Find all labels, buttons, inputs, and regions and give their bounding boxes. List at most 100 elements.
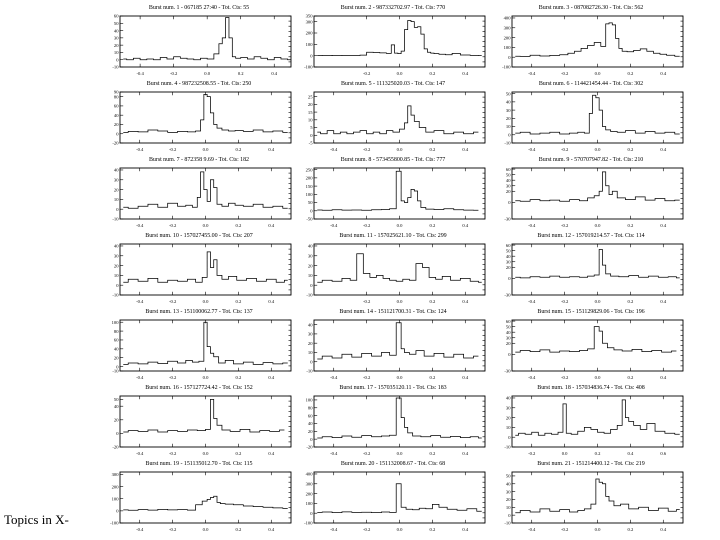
x-tick-label: -0.2 [561,375,569,380]
x-tick-label: -0.4 [528,147,536,152]
y-tick-label: 20 [506,265,511,270]
burst-lightcurve-svg: -10 0 10 20 30 40 50 -0.4 -0.2 0.0 0.2 0.4 [504,471,684,532]
x-tick-label: 0.2 [628,223,634,228]
y-tick-label: 20 [506,415,511,420]
burst-lightcurve-svg: -10 0 10 20 30 40 -0.2 0.0 0.2 0.4 0.6 [504,395,684,456]
burst-plot-title: Burst num. 3 - 087082726.30 - Tot. Cts: … [538,5,644,11]
burst-plot-17: Burst num. 17 - 157035120.11 - Tot. Cts:… [295,384,491,460]
y-tick-label: 10 [308,350,313,355]
y-tick-label: -100 [304,65,313,70]
y-tick-label: 20 [114,122,119,127]
x-tick-label: 0.4 [268,223,274,228]
y-tick-label: 100 [112,496,120,501]
x-tick-label: 0.2 [236,451,242,456]
burst-lightcurve-svg: -50 0 50 100 150 200 250 -0.4 -0.2 0.0 0.2 0.4 [306,167,486,228]
burst-plot-axes: -10 0 10 20 30 40 -0.4 -0.2 0.0 0.2 0.4 [295,317,491,383]
x-tick-label: 0.0 [203,451,209,456]
burst-plot-title: Burst num. 20 - 151132008.67 - Tot. Cts:… [340,461,446,467]
x-tick-label: 0.0 [203,147,209,152]
y-tick-label: 10 [506,425,511,430]
burst-lightcurve-svg: -10 0 10 20 30 40 50 -0.4 -0.2 0.0 0.2 0.4 [504,91,684,152]
burst-plot-10: Burst num. 10 - 157027455.00 - Tot. Cts:… [101,232,297,308]
y-tick-label: 0 [310,133,313,138]
burst-plot-title: Burst num. 7 - 872358 9.69 - Tot. Cts: 1… [148,157,250,163]
y-tick-label: 30 [308,253,313,258]
burst-plot-title: Burst num. 2 - 987332702.97 - Tot. Cts: … [340,5,446,11]
x-tick-label: -0.4 [136,147,144,152]
y-tick-label: -30 [504,369,511,374]
plot-frame [119,243,292,296]
lightcurve-trace [317,20,482,57]
x-tick-label: 0.0 [397,147,403,152]
y-tick-label: 60 [506,319,511,324]
plot-frame [119,167,292,220]
x-tick-label: 0.2 [236,147,242,152]
y-tick-label: 20 [114,263,119,268]
y-tick-label: 60 [114,104,119,109]
y-tick-label: 10 [308,273,313,278]
y-tick-label: 250 [306,167,314,172]
y-tick-label: 40 [506,254,511,259]
y-tick-label: 40 [114,28,119,33]
burst-lightcurve-svg: -10 0 10 20 30 40 50 60 -0.4 -0.2 0.0 0.2 0.4 [112,14,292,76]
plot-frame [313,243,486,296]
y-tick-label: 300 [306,481,314,486]
x-tick-label: 0.4 [660,71,666,76]
x-tick-label: 0.4 [660,147,666,152]
lightcurve-trace [123,399,285,433]
y-tick-label: 60 [506,243,511,248]
y-tick-label: 100 [306,42,314,47]
y-tick-label: 30 [114,177,119,182]
lightcurve-trace [515,478,680,514]
plot-frame [511,319,684,372]
x-tick-label: 0.4 [462,71,468,76]
x-tick-label: -0.2 [169,223,177,228]
y-tick-label: -30 [504,293,511,298]
y-tick-label: 0 [116,364,119,369]
x-tick-label: -0.2 [561,223,569,228]
burst-plot-title: Burst num. 14 - 151121700.31 - Tot. Cts:… [339,309,447,315]
y-tick-label: 400 [504,16,512,21]
burst-plot-20: Burst num. 20 - 151132008.67 - Tot. Cts:… [295,460,491,536]
y-tick-label: 200 [504,35,512,40]
lightcurve-trace [123,251,288,283]
x-tick-label: -0.4 [330,375,338,380]
x-tick-label: -0.2 [363,147,371,152]
burst-plot-2: Burst num. 2 - 987332702.97 - Tot. Cts: … [295,4,491,80]
x-tick-label: 0.0 [397,223,403,228]
y-tick-label: 0 [116,283,119,288]
y-tick-label: -30 [504,217,511,222]
y-tick-label: 10 [114,197,119,202]
y-tick-label: 400 [306,472,314,477]
burst-plot-7: Burst num. 7 - 872358 9.69 - Tot. Cts: 1… [101,156,297,232]
y-tick-label: 20 [308,102,313,107]
plot-frame [511,395,684,448]
y-tick-label: 30 [506,489,511,494]
lightcurve-trace [515,399,680,436]
y-tick-label: 50 [506,172,511,177]
x-tick-label: 0.2 [430,71,436,76]
y-tick-label: 0 [310,208,313,213]
y-tick-label: 40 [114,404,119,409]
x-tick-label: 0.2 [238,71,244,76]
slide-side-title: GCDE Bursts [0,0,64,540]
y-tick-label: 20 [506,341,511,346]
lightcurve-trace [515,22,680,57]
burst-plot-title: Burst num. 15 - 151129829.06 - Tot. Cts:… [537,309,645,315]
y-tick-label: 100 [504,45,512,50]
x-tick-label: 0.2 [236,299,242,304]
y-tick-label: -20 [112,445,119,450]
plot-frame [313,167,486,220]
y-tick-label: 300 [306,19,314,24]
x-tick-label: 0.2 [430,375,436,380]
y-tick-label: 20 [114,43,119,48]
y-tick-label: 0 [116,57,119,62]
y-tick-label: -10 [306,293,313,298]
x-tick-label: -0.4 [136,451,144,456]
y-tick-label: 10 [308,118,313,123]
x-tick-label: -0.2 [561,299,569,304]
burst-plot-title: Burst num. 10 - 157027455.00 - Tot. Cts:… [145,233,253,239]
x-tick-label: 0.4 [462,299,468,304]
burst-lightcurve-svg: -100 0 100 200 300 -0.4 -0.2 0.0 0.2 0.4 [110,471,292,532]
y-tick-label: 20 [114,187,119,192]
